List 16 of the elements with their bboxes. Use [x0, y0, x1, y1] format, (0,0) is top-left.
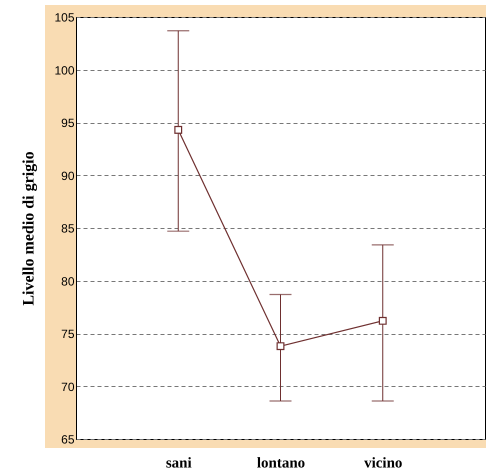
x-tick-label: vicino	[364, 456, 402, 472]
y-tick-label: 70	[61, 380, 75, 394]
point	[174, 126, 182, 134]
y-tick-label: 95	[61, 116, 75, 130]
y-tick-label: 75	[61, 327, 75, 341]
y-tick-label: 90	[61, 168, 75, 183]
y-tick-label: 85	[61, 222, 75, 236]
y-tick-label: 105	[54, 10, 75, 24]
y-tick-label: 80	[61, 274, 75, 288]
point	[276, 342, 284, 350]
point	[378, 316, 387, 325]
y-axis-title: Livello medio di grigio	[20, 151, 38, 306]
y-tick-label: 65	[61, 432, 75, 446]
x-tick-label: lontano	[256, 456, 306, 472]
y-tick-label: 100	[54, 63, 75, 78]
x-tick-label: sani	[166, 456, 192, 472]
